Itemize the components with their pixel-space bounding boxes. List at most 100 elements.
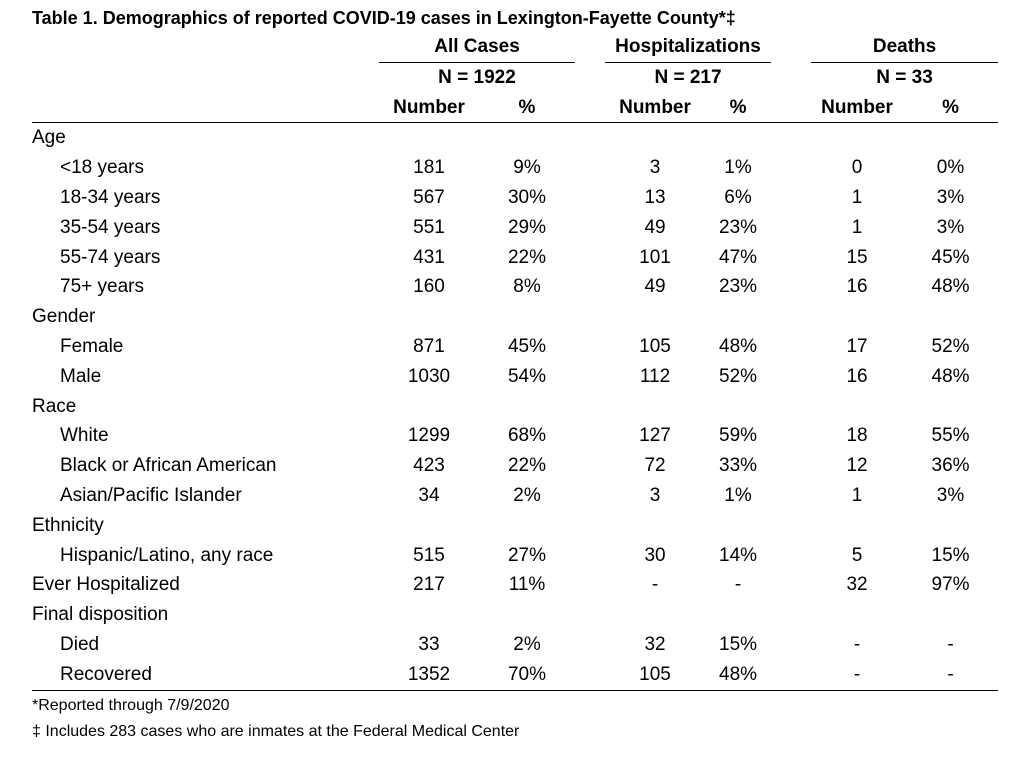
- row-label: Black or African American: [60, 455, 277, 477]
- table-row: Male 1030 54% 112 52% 16 48%: [32, 362, 998, 392]
- table-cell: 3%: [936, 484, 965, 506]
- table-cell: [379, 123, 479, 153]
- table-cell: [811, 123, 903, 153]
- table-cell: 127: [639, 425, 671, 447]
- demographics-table: All Cases Hospitalizations Deaths N = 19…: [32, 32, 999, 691]
- table-cell: 551: [413, 216, 445, 238]
- table-cell: 49: [644, 276, 666, 298]
- table-row: Race: [32, 392, 998, 422]
- table-cell: -: [651, 574, 659, 596]
- col-header: Number: [605, 92, 706, 124]
- table-row: Hispanic/Latino, any race 515 27% 30 14% 5 15%: [32, 541, 998, 571]
- table-cell: 871: [413, 335, 445, 357]
- row-label: Age: [32, 127, 66, 149]
- table-cell: [379, 392, 479, 422]
- col-header: Number: [811, 92, 904, 124]
- table-cell: 48%: [719, 335, 758, 357]
- table-cell: 68%: [507, 425, 547, 447]
- table-cell: 48%: [931, 365, 970, 387]
- table-cell: 52%: [719, 365, 758, 387]
- table-cell: [705, 600, 771, 630]
- table-cell: 13: [644, 186, 666, 208]
- table-title: Table 1. Demographics of reported COVID-…: [32, 8, 736, 28]
- col-header: %: [903, 92, 999, 124]
- table-row: Black or African American 423 22% 72 33% 12 36…: [32, 451, 998, 481]
- table-cell: 33%: [719, 455, 758, 477]
- table-cell: 30%: [507, 186, 547, 208]
- table-cell: 2%: [513, 633, 541, 655]
- table-cell: 1: [851, 186, 863, 208]
- group-n-row: N = 1922 N = 217 N = 33: [32, 62, 998, 92]
- table-cell: 217: [413, 574, 445, 596]
- table-cell: [605, 123, 705, 153]
- table-cell: -: [734, 574, 742, 596]
- row-label: White: [60, 425, 109, 447]
- table-cell: [811, 600, 903, 630]
- row-label: Asian/Pacific Islander: [60, 484, 242, 506]
- table-cell: 160: [413, 276, 445, 298]
- group-name-row: All Cases Hospitalizations Deaths: [32, 32, 999, 63]
- table-cell: 101: [639, 246, 671, 268]
- table-cell: [903, 600, 998, 630]
- table-cell: 0%: [936, 157, 965, 179]
- table-cell: 1: [851, 216, 863, 238]
- col-header: Number: [379, 92, 479, 124]
- table-row: Recovered 1352 70% 105 48% - -: [32, 659, 999, 691]
- table-row: 55-74 years 431 22% 101 47% 15 45%: [32, 243, 998, 273]
- table-cell: [479, 392, 575, 422]
- table-cell: 55%: [931, 425, 970, 447]
- table-cell: -: [903, 659, 999, 691]
- table-row: Ever Hospitalized 217 11% - - 32 97%: [32, 570, 998, 600]
- table-cell: 33: [418, 633, 440, 655]
- table-cell: 515: [413, 544, 445, 566]
- row-label: Gender: [32, 306, 96, 328]
- group-header-all-cases: All Cases: [379, 32, 576, 63]
- table-cell: 97%: [931, 574, 970, 596]
- group-n-hospitalizations: N = 217: [654, 66, 722, 88]
- table-cell: 3%: [936, 186, 965, 208]
- table-cell: [479, 600, 575, 630]
- table-cell: [903, 511, 998, 541]
- table-cell: 12: [846, 455, 868, 477]
- table-cell: 2%: [513, 484, 541, 506]
- table-row: Asian/Pacific Islander 34 2% 3 1% 1 3%: [32, 481, 998, 511]
- table-cell: 6%: [724, 186, 752, 208]
- table-row: Died 33 2% 32 15% - -: [32, 630, 998, 660]
- table-cell: 72: [644, 455, 666, 477]
- table-cell: 45%: [507, 335, 547, 357]
- table-cell: [605, 600, 705, 630]
- table-cell: 47%: [719, 246, 758, 268]
- group-header-deaths: Deaths: [811, 32, 999, 63]
- table-cell: 3: [649, 484, 661, 506]
- table-row: 35-54 years 551 29% 49 23% 1 3%: [32, 213, 998, 243]
- table-cell: 8%: [513, 276, 541, 298]
- table-cell: [811, 511, 903, 541]
- row-label: 75+ years: [60, 276, 144, 298]
- table-cell: [903, 302, 998, 332]
- table-cell: 34: [418, 484, 440, 506]
- table-cell: [903, 392, 998, 422]
- table-cell: 54%: [507, 365, 547, 387]
- table-cell: 3: [649, 157, 661, 179]
- table-cell: 567: [413, 186, 445, 208]
- table-cell: 112: [639, 365, 671, 387]
- row-label: Hispanic/Latino, any race: [60, 544, 274, 566]
- table-cell: 1352: [379, 659, 479, 691]
- table-cell: 431: [413, 246, 445, 268]
- table-cell: [479, 511, 575, 541]
- table-cell: 17: [846, 335, 868, 357]
- table-cell: 36%: [931, 455, 970, 477]
- table-cell: 15%: [719, 633, 758, 655]
- table-row: Age: [32, 123, 998, 153]
- table-cell: [379, 302, 479, 332]
- table-cell: [705, 392, 771, 422]
- row-label: 35-54 years: [60, 216, 161, 238]
- table-cell: 16: [846, 276, 868, 298]
- row-label: Recovered: [32, 659, 375, 691]
- col-header: %: [479, 92, 576, 124]
- table-cell: [479, 123, 575, 153]
- table-row: <18 years 181 9% 3 1% 0 0%: [32, 153, 998, 183]
- table-cell: 5: [851, 544, 863, 566]
- row-label: Male: [60, 365, 102, 387]
- table-cell: 1299: [407, 425, 451, 447]
